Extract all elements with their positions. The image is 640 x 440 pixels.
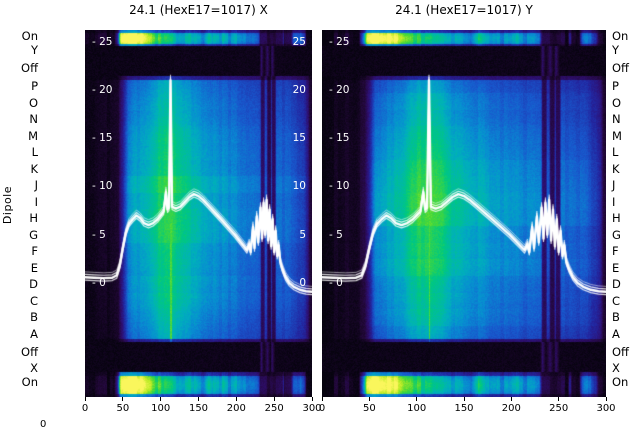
row-label-right: On: [612, 29, 629, 43]
row-label-left: X: [30, 361, 38, 375]
row-label-right: N: [612, 112, 621, 126]
row-label-right: Y: [612, 43, 620, 57]
x-tick-label: 100: [407, 403, 427, 414]
x-tick-mark: [321, 397, 323, 401]
x-tick-mark: [122, 397, 124, 401]
inner-y-tick-left: - 20: [92, 83, 113, 96]
row-label-right: Off: [612, 345, 629, 359]
row-label-left: C: [29, 294, 38, 308]
x-tick-label: 250: [549, 403, 569, 414]
row-label-right: P: [612, 79, 619, 93]
row-label-right: Off: [612, 61, 629, 75]
x-tick-mark: [558, 397, 560, 401]
inner-y-tick-right: 0: [299, 277, 306, 289]
x-tick-mark: [160, 397, 162, 401]
row-label-left: E: [30, 261, 38, 275]
row-label-left: Off: [21, 345, 38, 359]
row-label-left: Y: [30, 43, 38, 57]
inner-y-tick-left: - 5: [329, 228, 343, 241]
x-tick-mark: [605, 397, 607, 401]
inner-y-tick-right: 10: [292, 180, 306, 193]
row-label-right: D: [612, 277, 621, 291]
inner-y-tick-left: - 15: [92, 132, 113, 145]
row-label-left: K: [30, 162, 38, 176]
inner-y-tick-left: - 15: [329, 132, 350, 145]
row-label-right: H: [612, 211, 621, 225]
x-tick-label: 0: [318, 403, 326, 414]
x-tick-label: 50: [116, 403, 130, 414]
inner-y-tick-right: 20: [292, 83, 306, 96]
x-tick-mark: [198, 397, 199, 401]
inner-y-tick-left: - 20: [329, 83, 350, 96]
row-label-left: H: [29, 211, 38, 225]
row-label-right: G: [612, 228, 621, 242]
row-label-right: C: [612, 294, 621, 308]
row-label-right: M: [612, 129, 622, 143]
heatmap-panel-x: [85, 30, 312, 397]
inner-y-tick-right: 15: [292, 132, 306, 145]
row-label-right: O: [612, 96, 622, 110]
x-tick-label: 150: [188, 403, 209, 414]
x-tick-mark: [311, 397, 313, 401]
x-tick-label: 50: [362, 403, 376, 414]
x-tick-label: 200: [501, 403, 521, 414]
panel-title-y: 24.1 (HexE17=1017) Y: [395, 3, 533, 17]
row-label-left: On: [21, 29, 38, 43]
row-label-left: M: [28, 129, 38, 143]
row-label-left: G: [29, 228, 38, 242]
row-label-left: Off: [21, 61, 38, 75]
inner-y-tick-left: - 10: [329, 180, 350, 193]
row-label-left: O: [28, 96, 38, 110]
x-tick-label: 250: [264, 403, 284, 414]
panel-title-x: 24.1 (HexE17=1017) X: [129, 3, 268, 17]
row-label-left: F: [31, 244, 38, 258]
x-tick-mark: [463, 397, 465, 401]
row-label-right: B: [612, 310, 620, 324]
x-tick-label: 300: [302, 403, 322, 414]
row-label-right: A: [612, 327, 620, 341]
inner-y-tick-left: - 0: [92, 277, 106, 289]
x-tick-mark: [368, 397, 370, 401]
row-label-right: J: [612, 178, 616, 192]
x-tick-mark: [510, 397, 512, 401]
heatmap-panel-y: [322, 30, 606, 397]
row-label-right: On: [612, 375, 629, 389]
row-label-left: N: [29, 112, 38, 126]
row-label-right: E: [612, 261, 620, 275]
x-tick-label: 300: [596, 403, 616, 414]
x-tick-label: 200: [226, 403, 246, 414]
row-label-right: F: [612, 244, 619, 258]
inner-y-tick-left: - 25: [329, 35, 350, 48]
row-label-right: X: [612, 361, 620, 375]
row-label-left: On: [21, 375, 38, 389]
corner-tick-label: 0: [40, 419, 47, 430]
row-label-left: J: [34, 178, 38, 192]
x-tick-label: 150: [454, 403, 474, 414]
inner-y-tick-left: - 5: [92, 228, 106, 241]
inner-y-tick-left: - 25: [92, 35, 113, 48]
row-label-left: L: [31, 145, 38, 159]
row-label-right: I: [612, 195, 616, 209]
x-tick-mark: [416, 397, 418, 401]
x-tick-label: 0: [81, 403, 89, 414]
x-tick-label: 100: [151, 403, 171, 414]
x-tick-mark: [84, 397, 86, 401]
inner-y-tick-left: - 0: [329, 277, 343, 289]
row-label-right: K: [612, 162, 620, 176]
inner-y-tick-left: - 10: [92, 180, 113, 193]
row-label-left: B: [30, 310, 38, 324]
row-label-left: I: [34, 195, 38, 209]
inner-y-tick-right: 5: [299, 228, 306, 241]
row-label-left: D: [29, 277, 38, 291]
inner-y-tick-right: 25: [292, 35, 306, 48]
row-label-left: A: [30, 327, 38, 341]
row-label-left: P: [31, 79, 38, 93]
x-tick-mark: [273, 397, 275, 401]
x-tick-mark: [235, 397, 237, 401]
row-label-right: L: [612, 145, 619, 159]
